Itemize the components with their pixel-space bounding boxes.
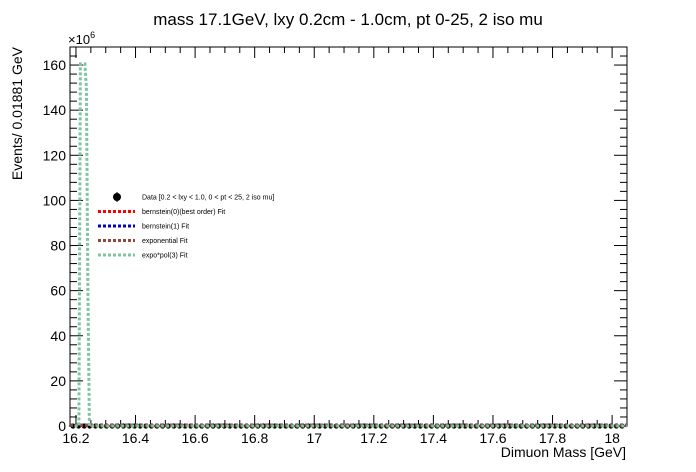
legend-label: Data [0.2 < lxy < 1.0, 0 < pt < 25, 2 is…: [142, 195, 274, 202]
plot-frame: [69, 46, 628, 427]
x-tick-label: 17.6: [479, 430, 506, 446]
y-tick-label: 100: [43, 192, 67, 208]
y-multiplier-exponent: 6: [90, 30, 95, 40]
legend-label: bernstein(0)(best order) Fit: [142, 209, 225, 216]
axes: 16.2 16.4 16.6 16.8 17 17.2 17.4 17.6 17.8 18 0 20 4…: [43, 46, 628, 446]
x-tick-label: 17: [306, 430, 322, 446]
x-tick-label: 17.2: [360, 430, 387, 446]
y-tick-label: 0: [58, 418, 66, 434]
series-layer: [68, 62, 627, 429]
legend-label: expo*pol(3) Fit: [142, 253, 188, 260]
y-tick-label: 140: [43, 102, 67, 118]
x-tick-label: 17.8: [539, 430, 566, 446]
y-tick-label: 80: [50, 238, 66, 254]
y-tick-label: 20: [50, 373, 66, 389]
x-tick-label: 16.8: [241, 430, 268, 446]
legend-label: exponential Fit: [142, 238, 188, 245]
y-tick-label: 120: [43, 147, 67, 163]
y-multiplier: ×106: [68, 30, 95, 47]
y-tick-label: 40: [50, 328, 66, 344]
x-axis-title: Dimuon Mass [GeV]: [501, 444, 626, 460]
x-tick-label: 16.2: [62, 430, 89, 446]
x-tick-label: 18: [604, 430, 620, 446]
y-tick-label: 160: [43, 57, 67, 73]
y-axis-title: Events/ 0.01881 GeV: [9, 46, 25, 180]
chart-title: mass 17.1GeV, lxy 0.2cm - 1.0cm, pt 0-25…: [153, 10, 543, 29]
x-tick-label: 16.6: [181, 430, 208, 446]
fit-line: [74, 62, 627, 428]
legend: Data [0.2 < lxy < 1.0, 0 < pt < 25, 2 is…: [98, 192, 274, 260]
x-tick-label: 16.4: [122, 430, 149, 446]
legend-label: bernstein(1) Fit: [142, 224, 189, 231]
x-tick-label: 17.4: [420, 430, 447, 446]
y-tick-label: 60: [50, 283, 66, 299]
